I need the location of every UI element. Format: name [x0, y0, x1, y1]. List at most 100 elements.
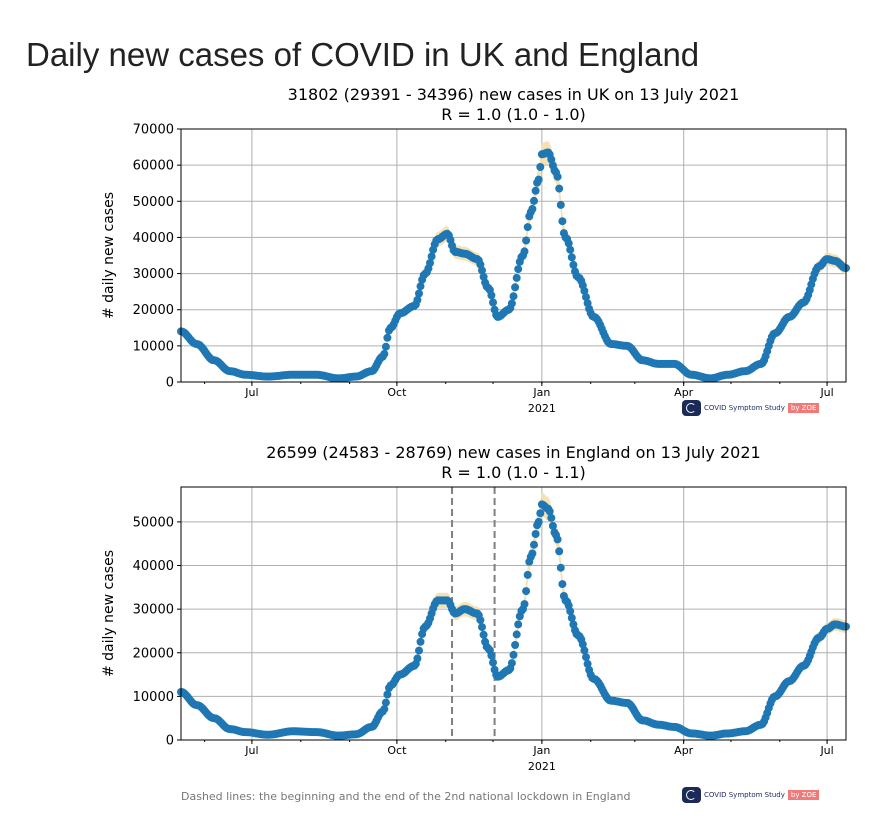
data-point: [476, 616, 485, 625]
data-point: [509, 292, 518, 301]
plot-frame: [180, 128, 847, 383]
data-point: [381, 342, 390, 351]
data-point: [528, 205, 537, 213]
data-point: [380, 349, 389, 358]
logo-england: COVID Symptom Study by ZOE: [682, 787, 820, 803]
data-point: [558, 217, 567, 226]
x-tick-label: Apr: [674, 744, 694, 757]
data-point: [381, 698, 390, 707]
logo-text: COVID Symptom Study: [704, 404, 785, 412]
y-tick-label: 0: [166, 376, 174, 391]
data-point: [534, 517, 543, 526]
x-tick-label: Jul: [819, 744, 833, 757]
y-axis-label: # daily new cases: [101, 192, 117, 319]
data-point: [416, 637, 425, 646]
y-tick-label: 20000: [133, 646, 174, 661]
confidence-band: [181, 141, 846, 380]
data-point: [528, 549, 537, 558]
logo-badge: by ZOE: [787, 403, 820, 413]
x-tick-label: Jul: [244, 744, 258, 757]
data-point: [580, 646, 589, 655]
data-point: [547, 513, 556, 522]
y-tick-label: 20000: [133, 303, 174, 318]
data-point: [566, 607, 575, 616]
data-point: [489, 658, 497, 667]
data-point: [536, 509, 545, 518]
data-point: [531, 186, 540, 195]
data-point: [530, 196, 538, 205]
y-axis-label: # daily new cases: [101, 550, 117, 677]
plot-frame: [180, 486, 847, 741]
data-point: [487, 291, 496, 300]
y-tick-label: 50000: [133, 515, 174, 530]
data-point: [530, 540, 538, 549]
data-point: [534, 175, 543, 184]
chart-subtitle: R = 1.0 (1.0 - 1.1): [441, 463, 586, 482]
x-tick-label: Oct: [387, 744, 407, 757]
confidence-band: [181, 492, 846, 738]
y-tick-label: 70000: [133, 123, 174, 138]
y-tick-label: 30000: [133, 267, 174, 282]
data-point: [380, 705, 389, 714]
data-point: [479, 630, 488, 639]
data-point: [548, 521, 557, 530]
data-point: [514, 265, 523, 274]
x-tick-label: Jul: [244, 386, 258, 399]
chart-subtitle: R = 1.0 (1.0 - 1.0): [441, 105, 586, 124]
y-tick-label: 40000: [133, 559, 174, 574]
data-point: [520, 247, 529, 256]
covid-symptom-study-logo-icon: [682, 400, 701, 416]
x-tick-label: Jan: [532, 386, 550, 399]
data-point: [487, 651, 496, 660]
x-tick-sublabel: 2021: [528, 760, 556, 773]
y-tick-label: 10000: [133, 339, 174, 354]
data-point: [383, 690, 392, 699]
data-point: [522, 587, 531, 596]
data-point: [580, 286, 589, 295]
footnote: Dashed lines: the beginning and the end …: [181, 790, 631, 803]
data-point: [523, 570, 532, 579]
data-point: [523, 223, 532, 232]
y-tick-label: 60000: [133, 159, 174, 174]
data-point: [478, 266, 486, 275]
data-point: [536, 163, 545, 171]
data-point: [413, 296, 422, 304]
data-point: [413, 654, 422, 663]
data-point: [520, 600, 529, 609]
page-title: Daily new cases of COVID in UK and Engla…: [26, 36, 700, 74]
chart-title: 31802 (29391 - 34396) new cases in UK on…: [288, 85, 740, 104]
data-point: [555, 184, 564, 193]
data-point: [582, 293, 590, 302]
data-point: [556, 563, 565, 572]
data-point: [489, 298, 497, 307]
y-tick-label: 40000: [133, 231, 174, 246]
x-tick-label: Apr: [674, 386, 694, 399]
y-tick-label: 10000: [133, 690, 174, 705]
data-point: [566, 245, 575, 254]
data-point: [426, 259, 434, 267]
data-point: [545, 507, 554, 516]
y-tick-label: 50000: [133, 195, 174, 210]
data-point: [553, 535, 562, 544]
data-point: [415, 646, 423, 655]
data-point: [569, 260, 578, 269]
data-point: [507, 659, 516, 668]
x-tick-sublabel: 2021: [528, 402, 556, 415]
y-tick-label: 0: [166, 734, 174, 749]
data-point: [522, 236, 531, 245]
logo-badge: by ZOE: [787, 790, 820, 800]
data-point: [415, 289, 423, 298]
logo-uk: COVID Symptom Study by ZOE: [682, 400, 820, 416]
data-point: [383, 333, 392, 342]
data-point: [567, 613, 576, 622]
data-point: [567, 253, 576, 262]
data-point: [564, 239, 573, 248]
data-point: [511, 641, 520, 649]
x-tick-label: Jul: [819, 386, 833, 399]
data-point: [514, 620, 523, 629]
covid-symptom-study-logo-icon: [682, 787, 701, 803]
data-point: [512, 273, 521, 282]
y-tick-label: 30000: [133, 603, 174, 618]
data-point: [509, 650, 518, 659]
